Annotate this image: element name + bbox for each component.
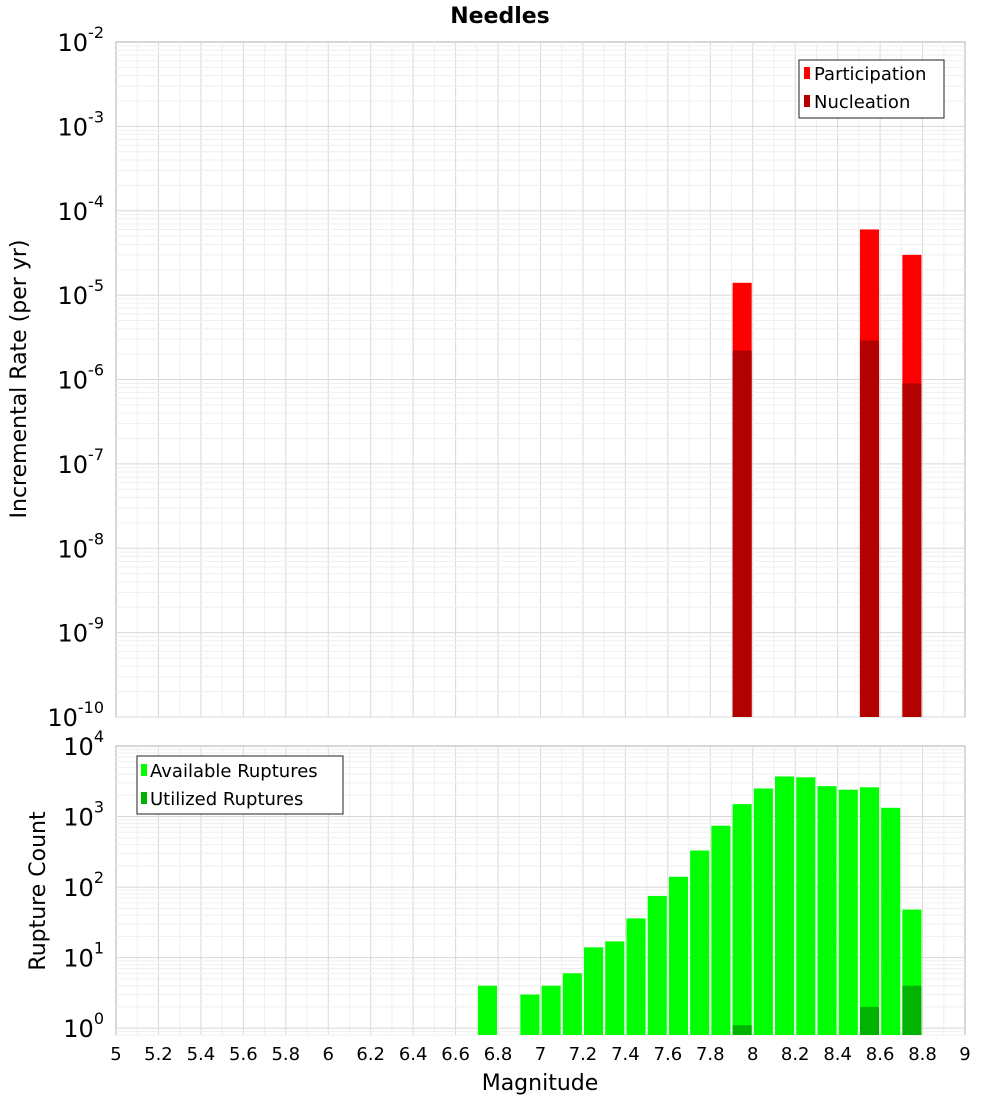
rate-y-tick-label: 10-8 xyxy=(58,529,105,563)
x-axis-label: Magnitude xyxy=(482,1071,599,1096)
available-bar xyxy=(881,807,901,1035)
count-y-tick-label: 104 xyxy=(63,727,104,761)
nucleation-legend-label: Nucleation xyxy=(814,92,910,113)
available-bar xyxy=(817,786,837,1035)
x-tick-label: 6.2 xyxy=(356,1044,385,1065)
x-tick-label: 5.4 xyxy=(187,1044,216,1065)
x-tick-label: 5.6 xyxy=(229,1044,258,1065)
rate-y-tick-label: 10-10 xyxy=(47,698,104,732)
x-tick-label: 9 xyxy=(959,1044,970,1065)
available-bar xyxy=(668,876,689,1035)
available-bar xyxy=(796,777,816,1035)
available-bar xyxy=(838,789,858,1035)
available-bar xyxy=(711,825,731,1035)
utilized-legend-swatch xyxy=(141,792,147,804)
count-y-tick-label: 100 xyxy=(63,1009,104,1043)
utilized-bar xyxy=(859,1006,880,1035)
available-bar xyxy=(626,918,646,1035)
x-tick-label: 8.4 xyxy=(823,1044,852,1065)
available-bar xyxy=(584,947,604,1035)
nucleation-legend-swatch xyxy=(804,95,810,107)
count-legend: Available Ruptures Utilized Ruptures xyxy=(136,755,344,815)
participation-legend-label: Participation xyxy=(814,64,926,85)
nucleation-bar xyxy=(732,350,752,717)
count-y-tick-label: 102 xyxy=(63,868,104,902)
x-tick-label: 5.8 xyxy=(271,1044,300,1065)
x-tick-label: 5.2 xyxy=(144,1044,173,1065)
x-tick-label: 7.6 xyxy=(654,1044,683,1065)
count-y-tick-label: 103 xyxy=(63,798,104,832)
available-bar xyxy=(605,941,625,1035)
utilized-bar xyxy=(732,1025,752,1035)
x-tick-label: 8 xyxy=(747,1044,758,1065)
rate-panel: 10-10 10-9 10-8 10-7 10-6 10-5 10-4 10-3 10-2 In… xyxy=(7,23,966,732)
available-bar xyxy=(520,994,540,1035)
chart-title: Needles xyxy=(450,4,550,29)
available-bar xyxy=(859,787,880,1035)
x-tick-label: 6.4 xyxy=(399,1044,428,1065)
rate-legend: Participation Nucleation xyxy=(798,59,945,119)
available-legend-swatch xyxy=(141,764,147,776)
available-bar xyxy=(541,985,561,1035)
rate-gridlines xyxy=(116,42,965,718)
count-bars xyxy=(477,776,922,1035)
rate-y-axis-label: Incremental Rate (per yr) xyxy=(7,240,32,519)
x-tick-label: 7.8 xyxy=(696,1044,725,1065)
available-bar xyxy=(775,776,795,1035)
participation-legend-swatch xyxy=(804,67,810,79)
x-tick-label: 8.2 xyxy=(781,1044,810,1065)
count-legend-box xyxy=(136,755,344,815)
available-bar xyxy=(562,973,582,1035)
nucleation-bar xyxy=(902,383,922,717)
utilized-bar xyxy=(902,985,922,1035)
x-tick-label: 6 xyxy=(323,1044,334,1065)
available-bar xyxy=(753,788,773,1035)
x-tick-label: 6.6 xyxy=(441,1044,470,1065)
nucleation-bar xyxy=(859,340,880,717)
x-tick-label: 7 xyxy=(535,1044,546,1065)
utilized-legend-label: Utilized Ruptures xyxy=(150,789,303,810)
x-tick-label: 7.4 xyxy=(611,1044,640,1065)
available-legend-label: Available Ruptures xyxy=(150,761,318,782)
x-tick-label: 8.8 xyxy=(908,1044,937,1065)
rate-y-tick-label: 10-9 xyxy=(58,614,105,648)
rate-y-tick-label: 10-5 xyxy=(58,276,105,310)
x-tick-label: 8.6 xyxy=(866,1044,895,1065)
count-y-tick-label: 101 xyxy=(63,939,104,973)
available-bar xyxy=(732,804,752,1035)
rate-legend-box xyxy=(798,59,945,119)
available-bar xyxy=(690,850,710,1035)
rate-y-tick-label: 10-3 xyxy=(58,107,105,141)
x-tick-label: 5 xyxy=(110,1044,121,1065)
rate-y-tick-label: 10-4 xyxy=(58,192,105,226)
x-tick-label: 7.2 xyxy=(569,1044,598,1065)
count-y-axis-label: Rupture Count xyxy=(26,811,51,971)
x-axis-ticks: 5 5.2 5.4 5.6 5.8 6 6.2 6.4 6.6 6.8 7 7.2 7.4 7.6 7.8 8… xyxy=(110,1044,970,1065)
rate-y-tick-label: 10-7 xyxy=(58,445,105,479)
count-panel: 100 101 102 103 104 Rupture Count Available … xyxy=(26,727,966,1043)
rate-y-tick-label: 10-6 xyxy=(58,361,105,395)
available-bar xyxy=(477,985,497,1035)
count-y-ticks: 100 101 102 103 104 xyxy=(63,727,104,1043)
x-tick-label: 6.8 xyxy=(484,1044,513,1065)
rate-bars xyxy=(732,229,922,717)
rate-y-tick-label: 10-2 xyxy=(58,23,105,57)
available-bar xyxy=(647,895,667,1035)
rate-y-ticks: 10-10 10-9 10-8 10-7 10-6 10-5 10-4 10-3 10-2 xyxy=(47,23,104,732)
